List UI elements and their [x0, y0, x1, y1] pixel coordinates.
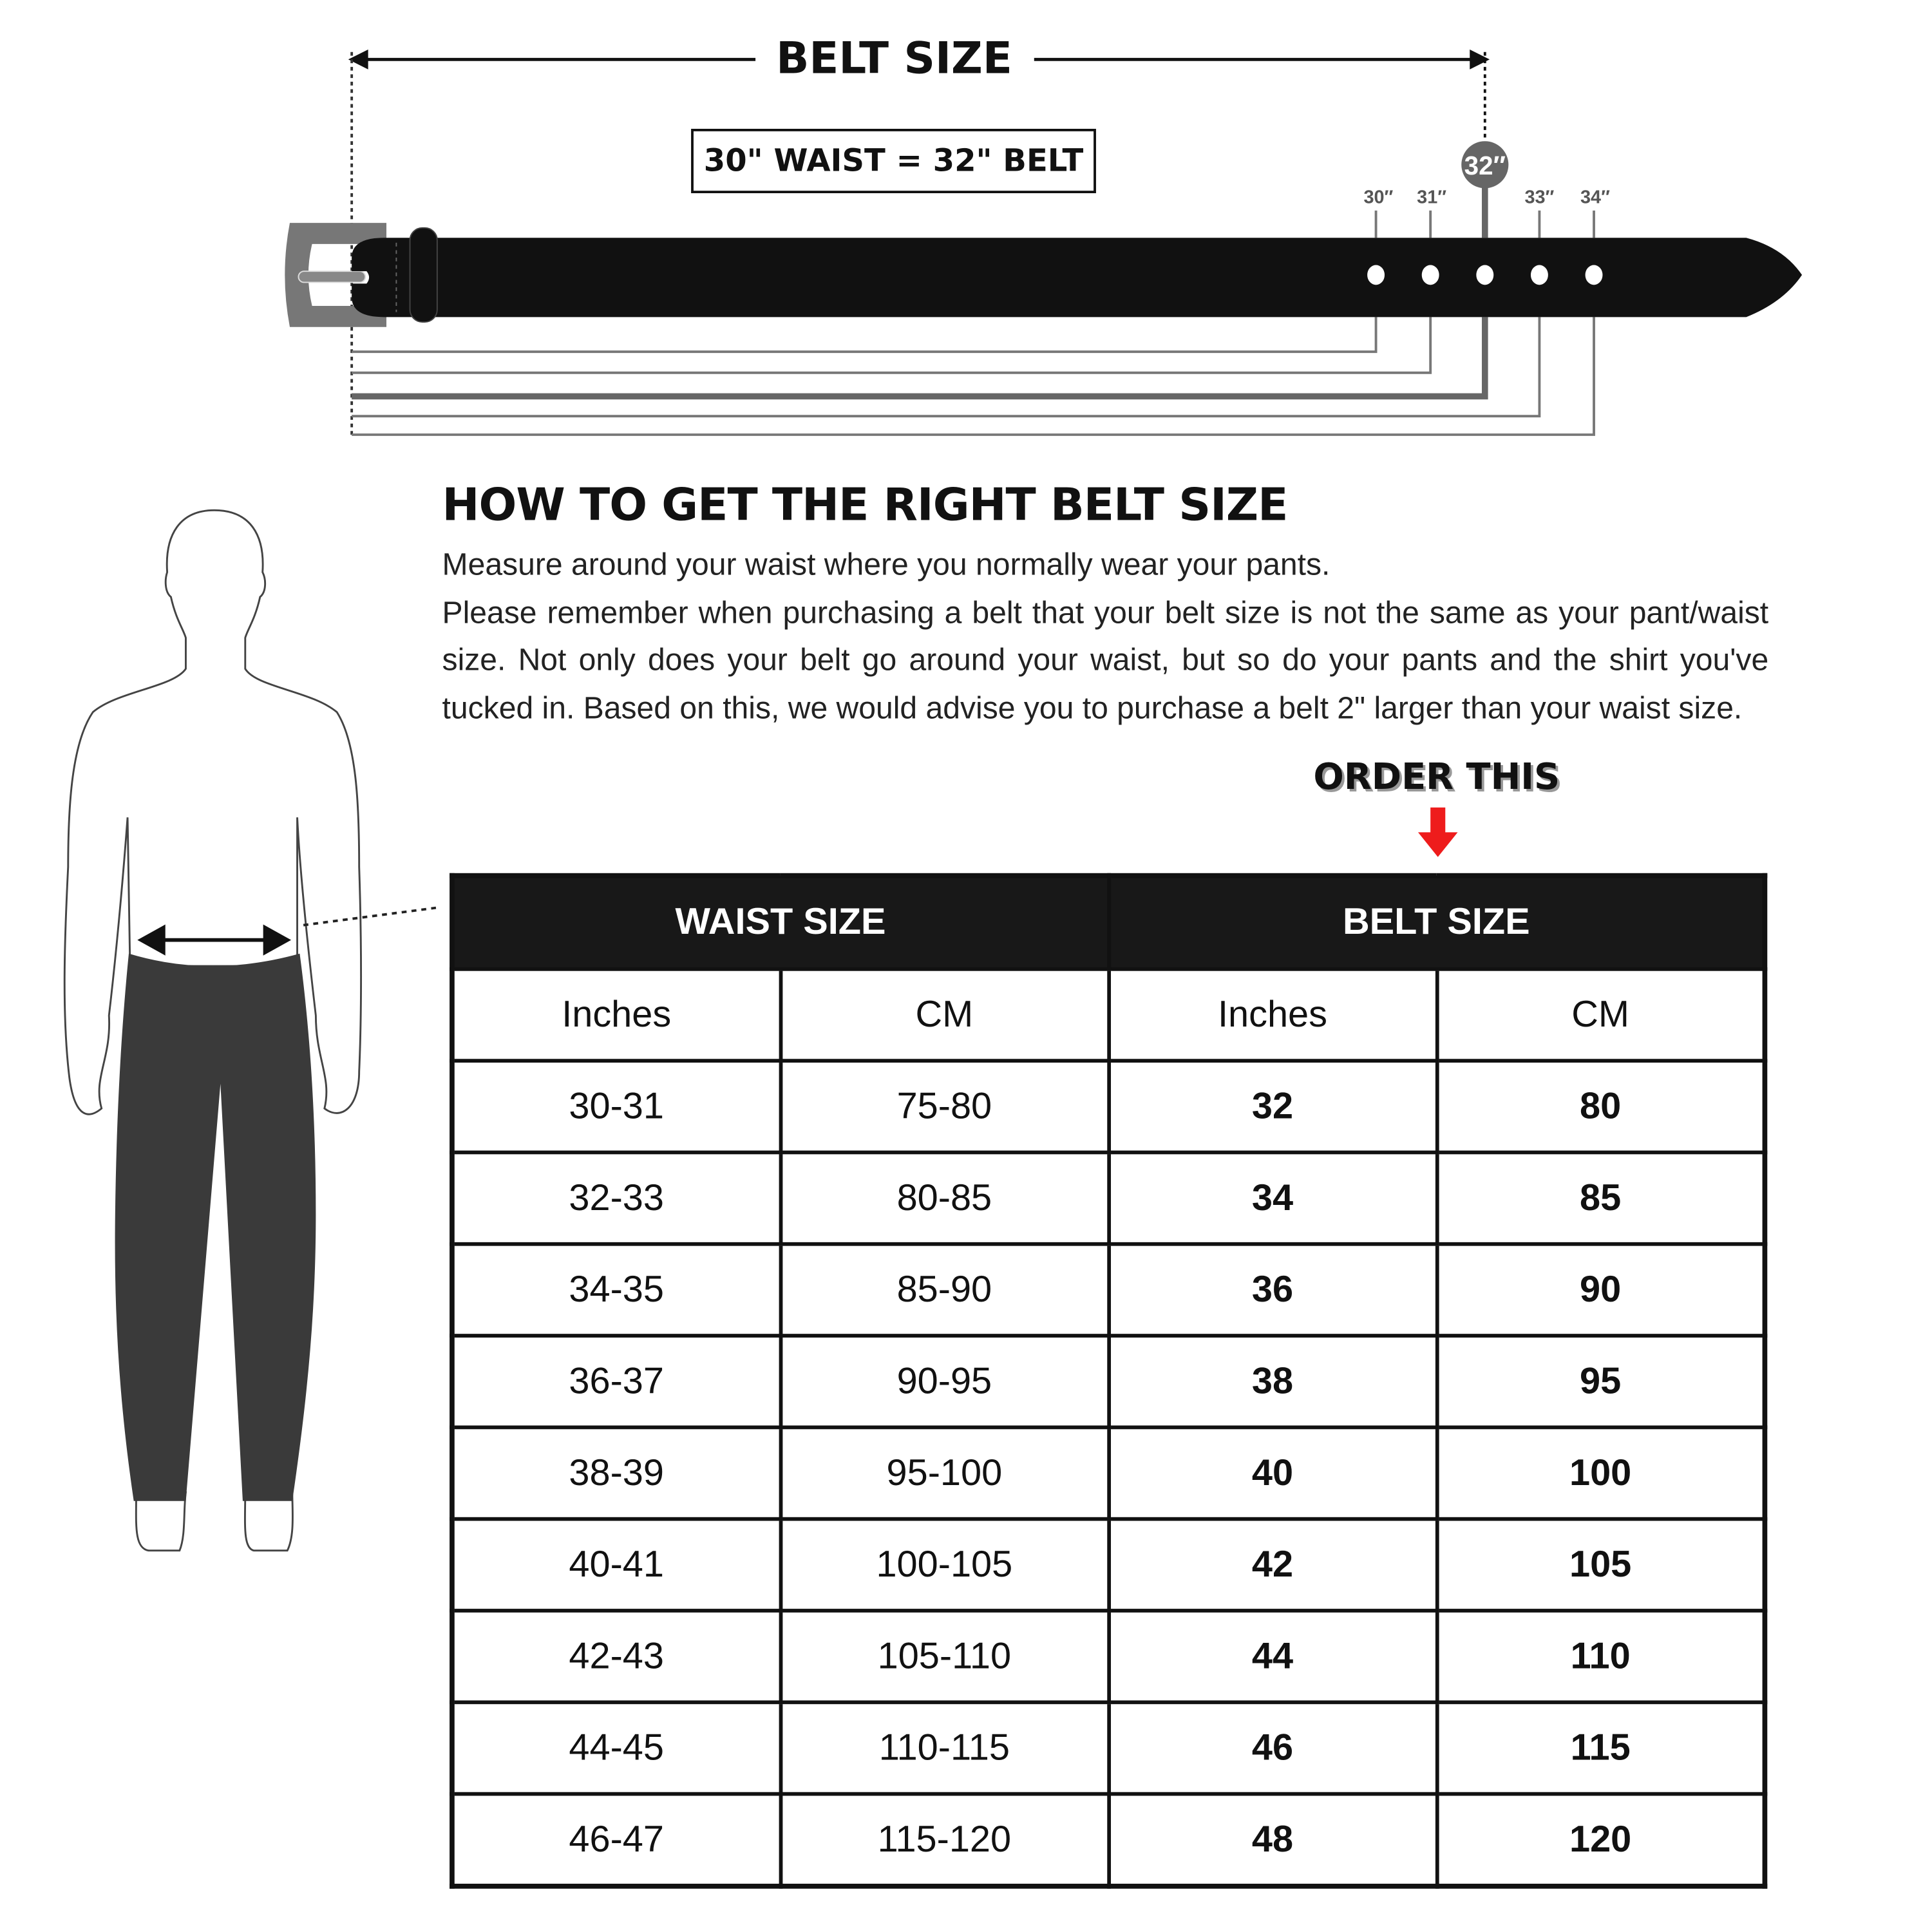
- belt-inches-cell: 38: [1106, 1334, 1439, 1430]
- belt-inches-cell: 40: [1106, 1425, 1439, 1521]
- order-this-label: ORDER THIS: [1313, 755, 1560, 798]
- waist-inches-cell: 38-39: [450, 1425, 782, 1521]
- belt-inches-cell: 46: [1106, 1700, 1439, 1796]
- belt-hole: [1585, 265, 1603, 285]
- waist-pointer-line: [303, 906, 437, 927]
- waist-cm-cell: 95-100: [778, 1425, 1111, 1521]
- highlight-label: 32″: [1464, 151, 1506, 180]
- waist-cm-cell: 100-105: [778, 1517, 1111, 1613]
- table-row: 32-33 80-85 34 85: [450, 1150, 1767, 1246]
- hole-label-33: 33″: [1524, 187, 1554, 207]
- waist-inches-cell: 30-31: [450, 1059, 782, 1155]
- belt-keeper: [409, 227, 438, 323]
- highlight-circle: [1461, 141, 1509, 189]
- table-row: 30-31 75-80 32 80: [450, 1059, 1767, 1155]
- table-row: 44-45 110-115 46 115: [450, 1700, 1767, 1796]
- belt-cm-cell: 100: [1434, 1425, 1767, 1521]
- instructions-text: Measure around your waist where you norm…: [442, 541, 1769, 733]
- waist-cm-cell: 85-90: [778, 1242, 1111, 1338]
- belt-hole: [1367, 265, 1385, 285]
- waist-inches-cell: 42-43: [450, 1609, 782, 1705]
- measure-arrow: [348, 49, 1490, 70]
- belt-hole: [1530, 265, 1548, 285]
- table-row: 40-41 100-105 42 105: [450, 1517, 1767, 1613]
- belt-cm-cell: 95: [1434, 1334, 1767, 1430]
- belt-cm-cell: 80: [1434, 1059, 1767, 1155]
- waist-inches-cell: 34-35: [450, 1242, 782, 1338]
- buckle-icon: [285, 223, 387, 327]
- waist-equals-belt-box: 30" WAIST = 32" BELT: [691, 129, 1096, 194]
- waist-inches-cell: 46-47: [450, 1792, 782, 1888]
- waist-inches-cell: 36-37: [450, 1334, 782, 1430]
- belt-cm-cell: 110: [1434, 1609, 1767, 1705]
- hole-label-31: 31″: [1417, 187, 1446, 207]
- table-subheader: Inches CM Inches CM: [450, 967, 1767, 1063]
- subheader-cell: CM: [1434, 967, 1767, 1063]
- pants-icon: [115, 953, 316, 1501]
- subheader-cell: Inches: [450, 967, 782, 1063]
- table-row: 46-47 115-120 48 120: [450, 1792, 1767, 1888]
- belt-inches-cell: 44: [1106, 1609, 1439, 1705]
- belt-size-header: BELT SIZE: [1106, 873, 1767, 971]
- instructions-line-1: Measure around your waist where you norm…: [442, 547, 1331, 582]
- subheader-cell: CM: [778, 967, 1111, 1063]
- belt-cm-cell: 120: [1434, 1792, 1767, 1888]
- waist-cm-cell: 110-115: [778, 1700, 1111, 1796]
- belt-cm-cell: 115: [1434, 1700, 1767, 1796]
- belt-hole: [1421, 265, 1439, 285]
- hole-label-34: 34″: [1580, 187, 1610, 207]
- waist-inches-cell: 32-33: [450, 1150, 782, 1246]
- table-row: 34-35 85-90 36 90: [450, 1242, 1767, 1338]
- red-down-arrow-icon: [1417, 807, 1458, 857]
- waist-size-header: WAIST SIZE: [450, 873, 1111, 971]
- waist-cm-cell: 115-120: [778, 1792, 1111, 1888]
- waist-arrow-icon: [137, 924, 292, 956]
- belt-hole: [1476, 265, 1494, 285]
- waist-inches-cell: 40-41: [450, 1517, 782, 1613]
- size-table: WAIST SIZE BELT SIZE Inches CM Inches CM…: [450, 873, 1768, 1889]
- waist-cm-cell: 75-80: [778, 1059, 1111, 1155]
- waist-cm-cell: 105-110: [778, 1609, 1111, 1705]
- belt-inches-cell: 34: [1106, 1150, 1439, 1246]
- instructions-line-2: Please remember when purchasing a belt t…: [442, 595, 1769, 726]
- table-group-header: WAIST SIZE BELT SIZE: [450, 873, 1767, 971]
- belt-cm-cell: 90: [1434, 1242, 1767, 1338]
- hole-label-30: 30″: [1363, 187, 1393, 207]
- table-row: 36-37 90-95 38 95: [450, 1334, 1767, 1430]
- instructions-heading: HOW TO GET THE RIGHT BELT SIZE: [442, 480, 1289, 532]
- waist-cm-cell: 90-95: [778, 1334, 1111, 1430]
- belt-cm-cell: 105: [1434, 1517, 1767, 1613]
- waist-cm-cell: 80-85: [778, 1150, 1111, 1246]
- belt-size-title: BELT SIZE: [776, 34, 1012, 84]
- table-row: 38-39 95-100 40 100: [450, 1425, 1767, 1521]
- subheader-cell: Inches: [1106, 967, 1439, 1063]
- belt-holes: [1367, 265, 1603, 285]
- belt-inches-cell: 32: [1106, 1059, 1439, 1155]
- table-row: 42-43 105-110 44 110: [450, 1609, 1767, 1705]
- belt-inches-cell: 36: [1106, 1242, 1439, 1338]
- belt-inches-cell: 42: [1106, 1517, 1439, 1613]
- hole-measure-lines: [352, 185, 1595, 436]
- belt-inches-cell: 48: [1106, 1792, 1439, 1888]
- belt-cm-cell: 85: [1434, 1150, 1767, 1246]
- waist-inches-cell: 44-45: [450, 1700, 782, 1796]
- belt-strap: [352, 238, 1803, 317]
